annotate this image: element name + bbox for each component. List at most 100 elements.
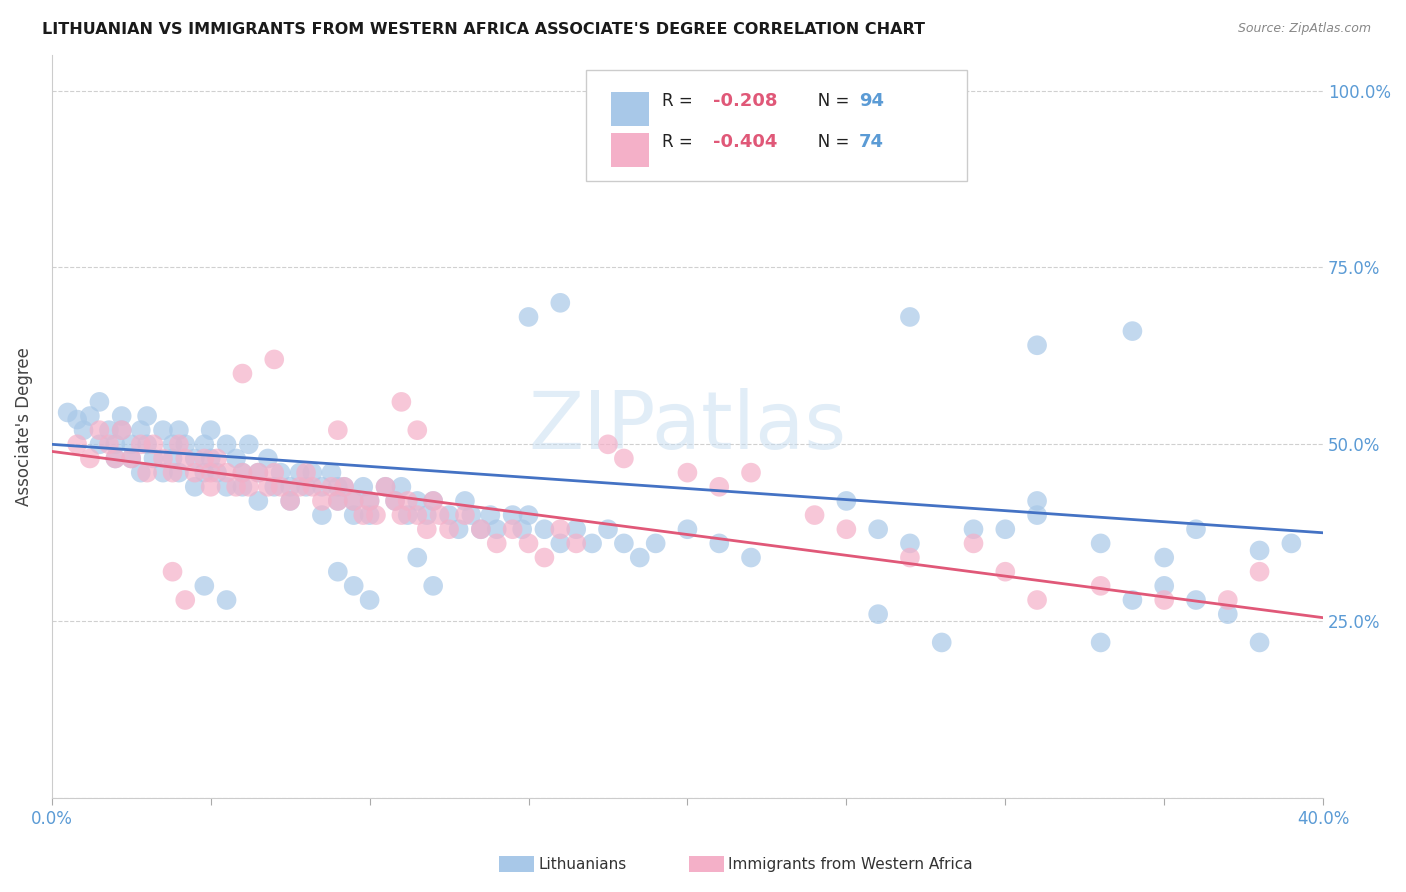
Point (1153, 579, 1175, 593)
Point (533, 522, 555, 536)
Point (1090, 635, 1112, 649)
Point (1026, 338, 1049, 352)
Point (104, 451, 127, 466)
Point (97, 437, 120, 451)
Point (326, 480, 349, 494)
Point (263, 480, 285, 494)
Point (111, 423, 134, 437)
Text: 94: 94 (859, 92, 884, 111)
Point (1026, 593, 1049, 607)
Point (184, 451, 207, 466)
Point (1249, 565, 1271, 579)
Point (502, 522, 524, 536)
Text: 74: 74 (859, 133, 884, 151)
Point (288, 466, 311, 480)
Point (193, 437, 215, 451)
Point (193, 579, 215, 593)
Point (343, 494, 366, 508)
Point (200, 451, 222, 466)
Point (359, 508, 381, 522)
Point (200, 423, 222, 437)
Point (152, 451, 174, 466)
Point (1249, 635, 1271, 649)
Point (868, 607, 890, 622)
Point (225, 480, 247, 494)
Point (470, 522, 492, 536)
Point (517, 536, 540, 550)
Point (333, 480, 356, 494)
Point (389, 508, 412, 522)
Point (142, 437, 165, 451)
Point (422, 494, 444, 508)
Point (454, 494, 477, 508)
Point (278, 480, 301, 494)
Point (994, 522, 1017, 536)
Point (301, 480, 323, 494)
Point (962, 536, 984, 550)
Point (868, 522, 890, 536)
Point (295, 466, 318, 480)
Point (740, 550, 762, 565)
Text: -0.208: -0.208 (713, 92, 778, 111)
Text: Immigrants from Western Africa: Immigrants from Western Africa (728, 857, 973, 871)
Point (167, 437, 190, 451)
Point (193, 451, 215, 466)
Point (422, 579, 444, 593)
Point (406, 423, 429, 437)
Point (257, 451, 280, 466)
Point (205, 451, 228, 466)
Text: -0.404: -0.404 (713, 133, 778, 151)
Point (565, 522, 588, 536)
Point (184, 466, 207, 480)
Point (1185, 593, 1208, 607)
Point (613, 536, 636, 550)
Point (740, 466, 762, 480)
Point (162, 437, 184, 451)
Point (231, 367, 253, 381)
Text: R =: R = (662, 133, 697, 151)
Point (79, 409, 101, 423)
Point (437, 522, 460, 536)
FancyBboxPatch shape (612, 92, 650, 126)
Point (326, 565, 349, 579)
Point (326, 494, 349, 508)
Point (167, 423, 190, 437)
Point (533, 550, 555, 565)
Point (374, 480, 396, 494)
Point (1026, 508, 1049, 522)
Point (454, 508, 477, 522)
Point (162, 565, 184, 579)
Point (406, 494, 429, 508)
Point (1090, 579, 1112, 593)
Point (326, 423, 349, 437)
Point (1090, 536, 1112, 550)
Point (111, 409, 134, 423)
Point (231, 466, 253, 480)
Point (396, 508, 419, 522)
Point (215, 437, 238, 451)
Point (174, 593, 197, 607)
Point (676, 522, 699, 536)
Point (247, 466, 270, 480)
Point (333, 480, 356, 494)
Point (79, 451, 101, 466)
Point (437, 508, 460, 522)
Point (97, 423, 120, 437)
Point (581, 536, 603, 550)
Point (931, 635, 953, 649)
Point (1216, 607, 1239, 622)
Point (295, 480, 318, 494)
Point (389, 395, 412, 409)
Point (1026, 494, 1049, 508)
Point (485, 522, 508, 536)
Point (384, 494, 406, 508)
Point (406, 508, 429, 522)
Point (460, 508, 482, 522)
Point (152, 466, 174, 480)
Point (238, 437, 260, 451)
Point (120, 437, 142, 451)
Point (565, 536, 588, 550)
Point (1185, 522, 1208, 536)
Point (162, 451, 184, 466)
Point (416, 508, 439, 522)
